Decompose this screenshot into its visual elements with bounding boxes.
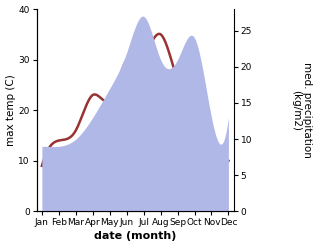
Y-axis label: med. precipitation
(kg/m2): med. precipitation (kg/m2) (291, 62, 313, 158)
Y-axis label: max temp (C): max temp (C) (5, 74, 16, 146)
X-axis label: date (month): date (month) (94, 231, 176, 242)
